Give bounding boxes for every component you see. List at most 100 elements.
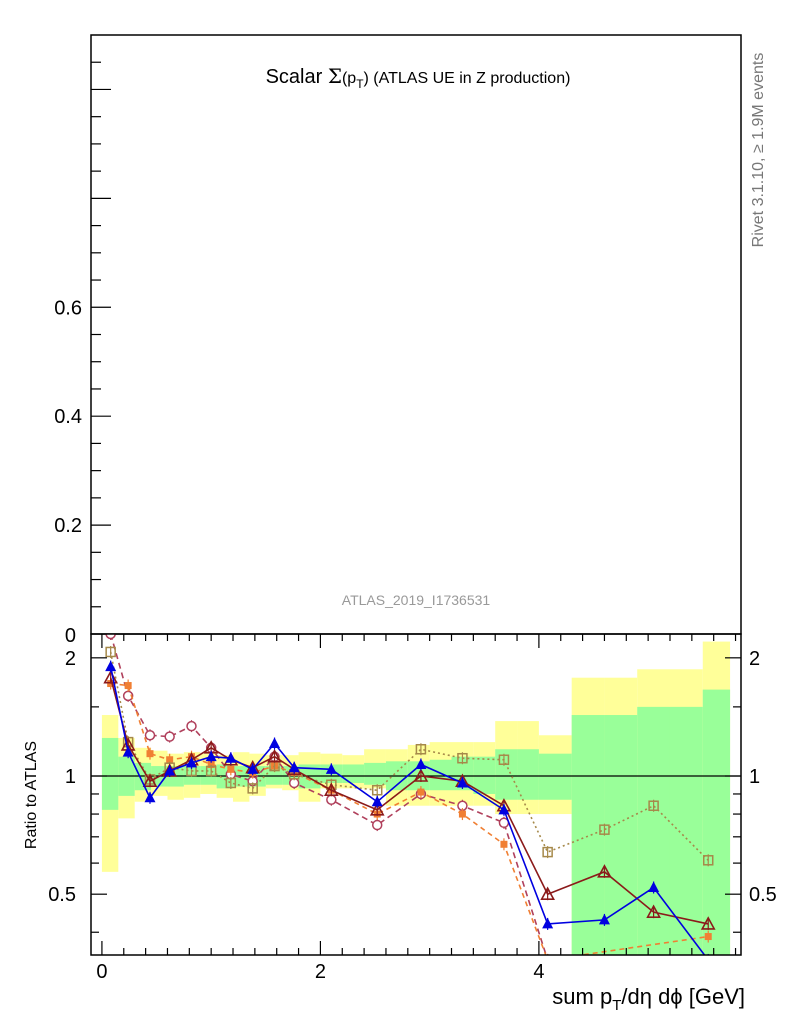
green-band-bin — [364, 762, 386, 785]
ratio-y-tick-label: 1 — [65, 766, 76, 788]
green-band-bin — [702, 689, 731, 955]
data-point-filled-square — [704, 933, 712, 941]
ratio-y-tick-label-right: 2 — [749, 648, 760, 670]
data-point-filled-triangle — [269, 737, 281, 749]
data-point-open-triangle — [413, 768, 429, 782]
data-point-open-triangle — [323, 782, 339, 797]
main-y-tick-label: 0.2 — [54, 515, 82, 537]
data-point-filled-square — [227, 765, 235, 773]
data-point-open-square — [542, 846, 553, 858]
data-point-filled-triangle — [598, 913, 610, 925]
ratio-panel: 0 2 4 0.5 0.5 1 1 2 2 Ratio to ATLAS sum pT/dη d… — [23, 633, 777, 1014]
ratio-y-tick-label: 0.5 — [48, 884, 76, 906]
data-point-open-square — [371, 784, 383, 796]
ratio-y-tick-label-right: 0.5 — [749, 884, 777, 906]
data-point-filled-triangle — [247, 763, 259, 774]
x-tick-label: 0 — [96, 961, 107, 983]
green-band-bin — [495, 749, 518, 800]
xlabel-sub: T — [612, 997, 621, 1014]
green-band-bin — [538, 753, 572, 800]
ratio-y-tick-label: 2 — [65, 648, 76, 670]
data-point-filled-square — [124, 682, 132, 690]
green-band-bin — [517, 749, 539, 800]
xlabel-lead: sum p — [552, 984, 612, 1009]
series-filled-triangle — [105, 660, 709, 955]
data-point-open-circle — [105, 634, 116, 640]
data-point-open-square — [457, 752, 468, 764]
main-y-ticklabels: 0.2 0.4 0.6 — [54, 297, 82, 537]
data-point-open-triangle — [646, 904, 661, 918]
x-tick-label: 4 — [533, 961, 544, 983]
data-point-filled-triangle — [122, 746, 134, 757]
data-point-open-triangle — [597, 864, 612, 878]
data-point-filled-square — [146, 750, 154, 758]
data-point-open-triangle — [267, 749, 282, 763]
main-y-tick-label: 0.6 — [54, 297, 82, 319]
main-plot-frame — [90, 34, 742, 635]
series-line — [109, 634, 547, 955]
data-point-filled-triangle — [498, 803, 510, 815]
data-point-filled-square — [544, 956, 551, 963]
data-point-filled-triangle — [205, 750, 217, 762]
data-point-filled-triangle — [105, 660, 117, 672]
data-point-filled-triangle — [456, 776, 468, 788]
data-point-open-square — [648, 800, 659, 811]
green-band-bin — [473, 756, 496, 794]
data-point-open-square — [498, 754, 510, 766]
data-point-filled-triangle — [186, 756, 198, 768]
xlabel-rest: /dη dϕ [GeV] — [621, 984, 745, 1009]
data-point-open-circle — [545, 954, 550, 955]
data-point-filled-triangle — [542, 917, 554, 929]
data-point-filled-triangle — [225, 752, 237, 763]
ratio-ticks — [91, 634, 741, 955]
main-y-ticks — [91, 61, 111, 608]
main-panel: 0.2 0.4 0.6 0 Scalar Σ(pT) (ATLAS UE in Z … — [54, 34, 767, 647]
data-point-filled-triangle — [415, 758, 427, 769]
data-point-open-square — [205, 765, 217, 777]
data-point-open-triangle — [700, 916, 716, 930]
rivet-version-label: Rivet 3.1.10, ≥ 1.9M events — [750, 53, 767, 248]
data-point-open-square — [702, 855, 714, 866]
data-point-open-square — [415, 743, 427, 755]
ratio-series — [103, 634, 716, 963]
data-point-filled-triangle — [325, 763, 337, 774]
data-point-filled-triangle — [371, 795, 383, 807]
data-point-open-circle — [144, 730, 156, 741]
data-point-open-square — [225, 777, 237, 789]
analysis-label: ATLAS_2019_I1736531 — [342, 592, 491, 608]
data-point-open-triangle — [142, 773, 158, 788]
title-rest: (ATLAS UE in Z production) — [369, 70, 571, 87]
title-close: ) — [364, 70, 369, 87]
green-band-bin — [571, 715, 605, 955]
title-sub: T — [356, 77, 364, 91]
x-tick-label: 2 — [315, 961, 326, 983]
ratio-ticklabels: 0 2 4 0.5 0.5 1 1 2 2 — [48, 648, 777, 983]
main-y-tick-label: 0.4 — [54, 406, 82, 428]
ratio-y-tick-label-right: 1 — [749, 766, 760, 788]
title-lead: Scalar — [266, 66, 328, 88]
data-point-open-circle — [326, 794, 337, 806]
data-point-open-circle — [164, 731, 175, 742]
ratio-y-axis-label: Ratio to ATLAS — [23, 741, 40, 849]
data-point-open-square — [247, 783, 258, 794]
data-point-filled-square — [166, 756, 174, 764]
data-point-filled-square — [207, 760, 215, 768]
data-point-filled-triangle — [144, 791, 156, 803]
data-point-open-square — [599, 824, 610, 835]
title-open: (p — [342, 70, 356, 87]
data-point-filled-square — [458, 810, 466, 818]
data-point-open-triangle — [540, 886, 555, 900]
data-point-filled-triangle — [164, 764, 176, 776]
data-point-filled-triangle — [648, 881, 660, 893]
data-point-open-triangle — [369, 802, 385, 816]
green-band-bin — [101, 737, 119, 810]
data-point-open-circle — [186, 720, 197, 732]
data-point-open-square — [105, 646, 116, 658]
green-band-bin — [669, 706, 703, 955]
green-band-bin — [429, 759, 452, 791]
green-band-bin — [342, 764, 365, 783]
main-y-tick-label-zero: 0 — [65, 625, 76, 647]
data-point-filled-square — [417, 788, 425, 796]
data-point-filled-triangle — [288, 761, 300, 773]
